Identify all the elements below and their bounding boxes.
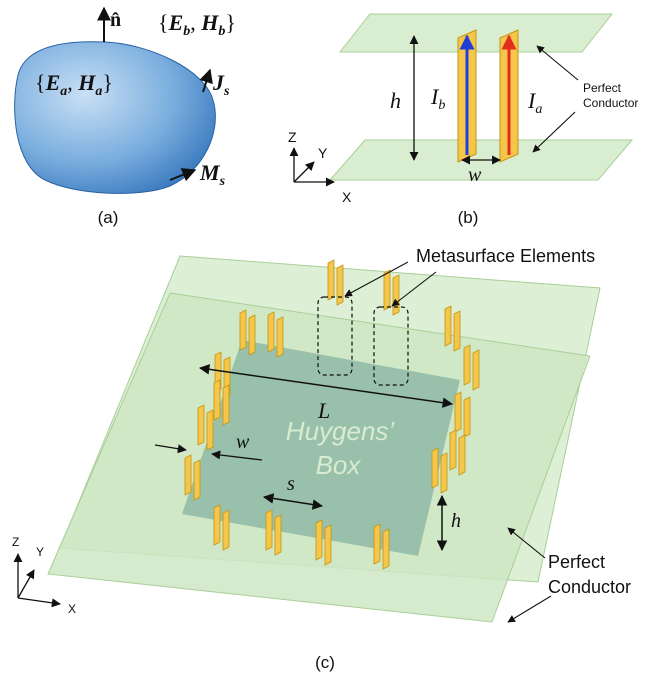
metasurface-strip [222, 509, 230, 551]
inside-fields-label: {Ea, Ha} [35, 70, 113, 99]
metasurface-strip [444, 305, 452, 347]
metasurface-strip [206, 409, 214, 451]
metasurface-strip [431, 447, 439, 489]
axis-x-label-b: X [342, 189, 352, 205]
metasurface-strip [315, 519, 323, 561]
axis-y-b [293, 161, 315, 183]
highlight-box-2 [373, 306, 409, 386]
w-pointer-left [154, 444, 187, 454]
metasurface-strip [440, 452, 448, 494]
perfect-conductor-label-b-2: Conductor [583, 96, 638, 110]
axis-y-c [17, 569, 35, 599]
ms-label: Ms [199, 160, 226, 189]
metasurface-strip [383, 269, 391, 311]
metasurface-strip [248, 314, 256, 356]
metasurface-strip [265, 509, 273, 551]
js-label: Js [212, 70, 230, 99]
metasurface-strip [336, 264, 344, 306]
pointer-top [536, 45, 579, 81]
huygens-box-label-2: Box [316, 450, 362, 480]
axis-y-label-b: Y [318, 145, 328, 161]
metasurface-strip [274, 514, 282, 556]
metasurface-strip [454, 391, 462, 433]
metasurface-strip [213, 504, 221, 546]
panel-c: Huygens’ Box L Metasurface Elements w s … [12, 246, 631, 672]
axis-x-label-c: X [68, 602, 76, 616]
metasurface-strip [197, 404, 205, 446]
axis-x-c [17, 597, 61, 608]
meta-pointer-1 [344, 261, 409, 297]
huygens-box-label-1: Huygens’ [286, 416, 396, 446]
metasurface-strip [463, 396, 471, 438]
metasurface-strip [267, 311, 275, 353]
panel-b: h Ib Ia w Perfect Conductor Z Y X (b) [288, 13, 638, 227]
s-dimension-arrow [262, 493, 324, 510]
panel-a: n̂ {Eb, Hb} {Ea, Ha} Js Ms (a) [14, 6, 236, 227]
metasurface-elements-label: Metasurface Elements [416, 246, 595, 266]
metasurface-strip [184, 454, 192, 496]
js-arrow [199, 68, 213, 93]
caption-b: (b) [458, 208, 479, 227]
w-pointer-right [211, 450, 263, 461]
h-label-b: h [390, 88, 401, 113]
axis-z-label-b: Z [288, 129, 297, 145]
metasurface-strip [213, 379, 221, 421]
metasurface-strip [276, 316, 284, 358]
metasurface-strip [327, 259, 335, 301]
axis-y-label-c: Y [36, 545, 44, 559]
metasurface-strip [472, 349, 480, 391]
metasurface-strip [373, 523, 381, 565]
metasurface-strip [239, 309, 247, 351]
h-label-c: h [451, 510, 461, 532]
huygens-surface-blob [14, 41, 216, 194]
ib-label: Ib [430, 84, 445, 113]
metasurface-strip [222, 384, 230, 426]
s-label: s [287, 473, 295, 495]
metasurface-elements [184, 259, 480, 570]
caption-c: (c) [315, 653, 335, 672]
w-label-b: w [468, 164, 482, 186]
metasurface-strip [382, 528, 390, 570]
caption-a: (a) [98, 208, 119, 227]
pc-pointer-2 [507, 595, 552, 623]
metasurface-strip [324, 524, 332, 566]
perfect-conductor-label-c-2: Conductor [548, 577, 631, 597]
meta-pointer-2 [391, 271, 437, 307]
axis-z-label-c: Z [12, 535, 19, 549]
pc-pointer-1 [507, 527, 546, 559]
ia-label: Ia [527, 88, 542, 117]
metasurface-strip [193, 459, 201, 501]
ms-arrow [169, 168, 197, 182]
metasurface-strip [453, 310, 461, 352]
normal-label: n̂ [110, 9, 121, 31]
highlight-box-1 [317, 296, 353, 376]
L-label: L [317, 398, 330, 423]
perfect-conductor-label-b-1: Perfect [583, 81, 622, 95]
metasurface-strip [449, 429, 457, 471]
perfect-conductor-label-c-1: Perfect [548, 552, 605, 572]
pointer-bottom [532, 111, 576, 153]
outside-fields-label: {Eb, Hb} [158, 10, 236, 39]
L-dimension-arrow [198, 364, 454, 408]
w-label-c: w [236, 431, 250, 453]
metasurface-strip [463, 344, 471, 386]
metasurface-strip [392, 274, 400, 316]
metasurface-strip [458, 434, 466, 476]
